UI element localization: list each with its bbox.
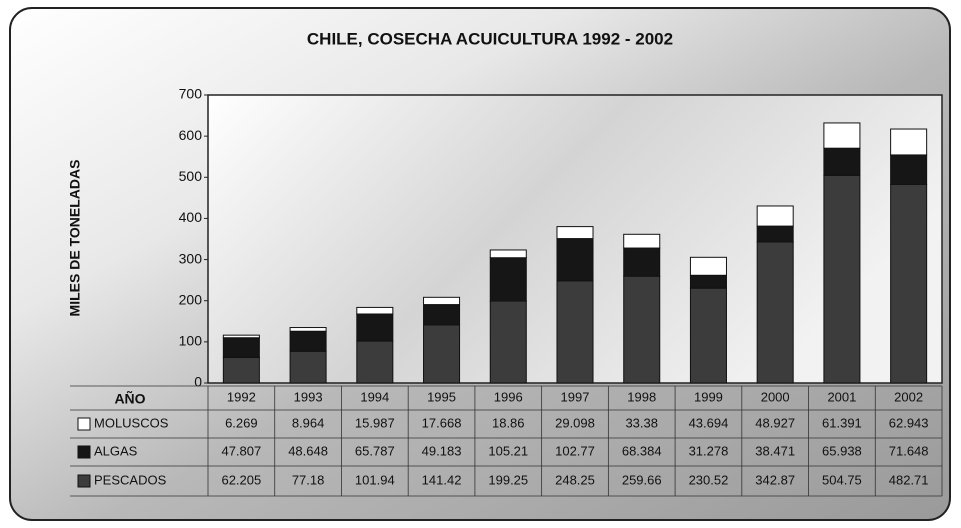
- x-tick-label: 1997: [561, 389, 590, 404]
- data-table: AÑO: [114, 390, 145, 407]
- x-tick-label: 1992: [227, 389, 256, 404]
- chart-title: CHILE, COSECHA ACUICULTURA 1992 - 2002: [307, 29, 673, 48]
- x-tick-label: 2001: [827, 389, 856, 404]
- bar-segment: [356, 340, 394, 384]
- y-tick-label: 400: [179, 209, 203, 225]
- bar-segment: [823, 174, 861, 384]
- legend-label: MOLUSCOS: [94, 415, 169, 430]
- table-cell: 68.384: [622, 443, 662, 458]
- table-cell: 141.42: [422, 472, 462, 487]
- bar-segment: [222, 337, 260, 358]
- legend-label: ALGAS: [94, 443, 138, 458]
- x-tick-label: 1999: [694, 389, 723, 404]
- bar-segment: [689, 274, 727, 289]
- bar-segment: [356, 306, 394, 315]
- bar-segment: [756, 241, 794, 384]
- table-cell: 199.25: [488, 472, 528, 487]
- bar-segment: [689, 287, 727, 384]
- bar-segment: [623, 275, 661, 384]
- x-tick-label: 1998: [627, 389, 656, 404]
- bar-segment: [556, 280, 594, 384]
- bar-segment: [356, 313, 394, 342]
- x-tick-label: 1996: [494, 389, 523, 404]
- y-tick-label: 700: [179, 86, 203, 102]
- bar-segment: [489, 300, 527, 384]
- table-cell: 48.648: [288, 443, 328, 458]
- legend-label: PESCADOS: [94, 472, 167, 487]
- x-tick-label: 1994: [360, 389, 389, 404]
- table-cell: 342.87: [755, 472, 795, 487]
- bar-segment: [423, 304, 461, 326]
- table-cell: 65.938: [822, 443, 862, 458]
- table-cell: 102.77: [555, 443, 595, 458]
- bar-segment: [289, 350, 327, 384]
- bar-segment: [556, 238, 594, 282]
- bar-segment: [423, 296, 461, 306]
- table-cell: 101.94: [355, 472, 395, 487]
- table-cell: 504.75: [822, 472, 862, 487]
- bar-segment: [890, 183, 928, 384]
- x-tick-label: 1995: [427, 389, 456, 404]
- bar-segment: [289, 327, 327, 332]
- bar-segment: [222, 356, 260, 384]
- bar-segment: [890, 154, 928, 185]
- table-cell: 62.205: [221, 472, 261, 487]
- legend-swatch: [77, 445, 91, 459]
- bar-segment: [890, 128, 928, 156]
- bar-segment: [623, 247, 661, 277]
- y-tick-label: 300: [179, 250, 203, 266]
- table-cell: 8.964: [292, 415, 325, 430]
- bar-segment: [222, 334, 260, 339]
- y-tick-label: 500: [179, 168, 203, 184]
- table-cell: 77.18: [292, 472, 325, 487]
- table-cell: 17.668: [422, 415, 462, 430]
- table-cell: 482.71: [889, 472, 929, 487]
- bar-segment: [489, 249, 527, 259]
- bar-segment: [823, 147, 861, 176]
- table-cell: 43.694: [689, 415, 729, 430]
- table-cell: 47.807: [221, 443, 261, 458]
- table-cell: 259.66: [622, 472, 662, 487]
- table-cell: 105.21: [488, 443, 528, 458]
- table-cell: 33.38: [625, 415, 658, 430]
- bar-segment: [823, 122, 861, 149]
- table-cell: 18.86: [492, 415, 525, 430]
- bar-segment: [289, 330, 327, 352]
- legend-swatch: [77, 474, 91, 488]
- table-cell: 248.25: [555, 472, 595, 487]
- y-tick-label: 200: [179, 291, 203, 307]
- table-cell: 61.391: [822, 415, 862, 430]
- y-tick-label: 600: [179, 127, 203, 143]
- y-axis-label: MILES DE TONELADAS: [67, 160, 83, 317]
- legend-swatch: [77, 417, 91, 431]
- table-cell: 29.098: [555, 415, 595, 430]
- bar-segment: [689, 256, 727, 276]
- x-tick-label: 1993: [294, 389, 323, 404]
- table-cell: 71.648: [889, 443, 929, 458]
- table-cell: 48.927: [755, 415, 795, 430]
- table-cell: 38.471: [755, 443, 795, 458]
- bar-segment: [756, 205, 794, 227]
- table-cell: 49.183: [422, 443, 462, 458]
- y-tick-label: 0: [194, 374, 202, 390]
- bar-segment: [556, 226, 594, 240]
- x-tick-label: 2000: [761, 389, 790, 404]
- table-cell: 6.269: [225, 415, 258, 430]
- x-tick-label: 2002: [894, 389, 923, 404]
- table-cell: 230.52: [689, 472, 729, 487]
- table-header: AÑO: [114, 390, 145, 407]
- bar-segment: [423, 324, 461, 384]
- table-cell: 31.278: [689, 443, 729, 458]
- bar-segment: [756, 225, 794, 243]
- table-cell: 65.787: [355, 443, 395, 458]
- table-cell: 15.987: [355, 415, 395, 430]
- bar-segment: [623, 233, 661, 249]
- bar-segment: [489, 257, 527, 302]
- y-tick-label: 100: [179, 333, 203, 349]
- table-cell: 62.943: [889, 415, 929, 430]
